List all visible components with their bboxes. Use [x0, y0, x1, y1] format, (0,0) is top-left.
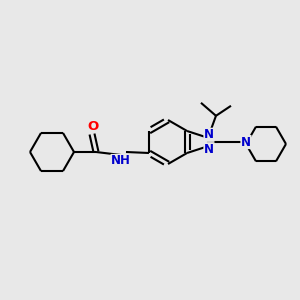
Text: NH: NH [111, 154, 131, 167]
Text: N: N [204, 128, 214, 141]
Text: N: N [204, 143, 214, 156]
Text: O: O [87, 119, 99, 133]
Text: N: N [241, 136, 251, 148]
